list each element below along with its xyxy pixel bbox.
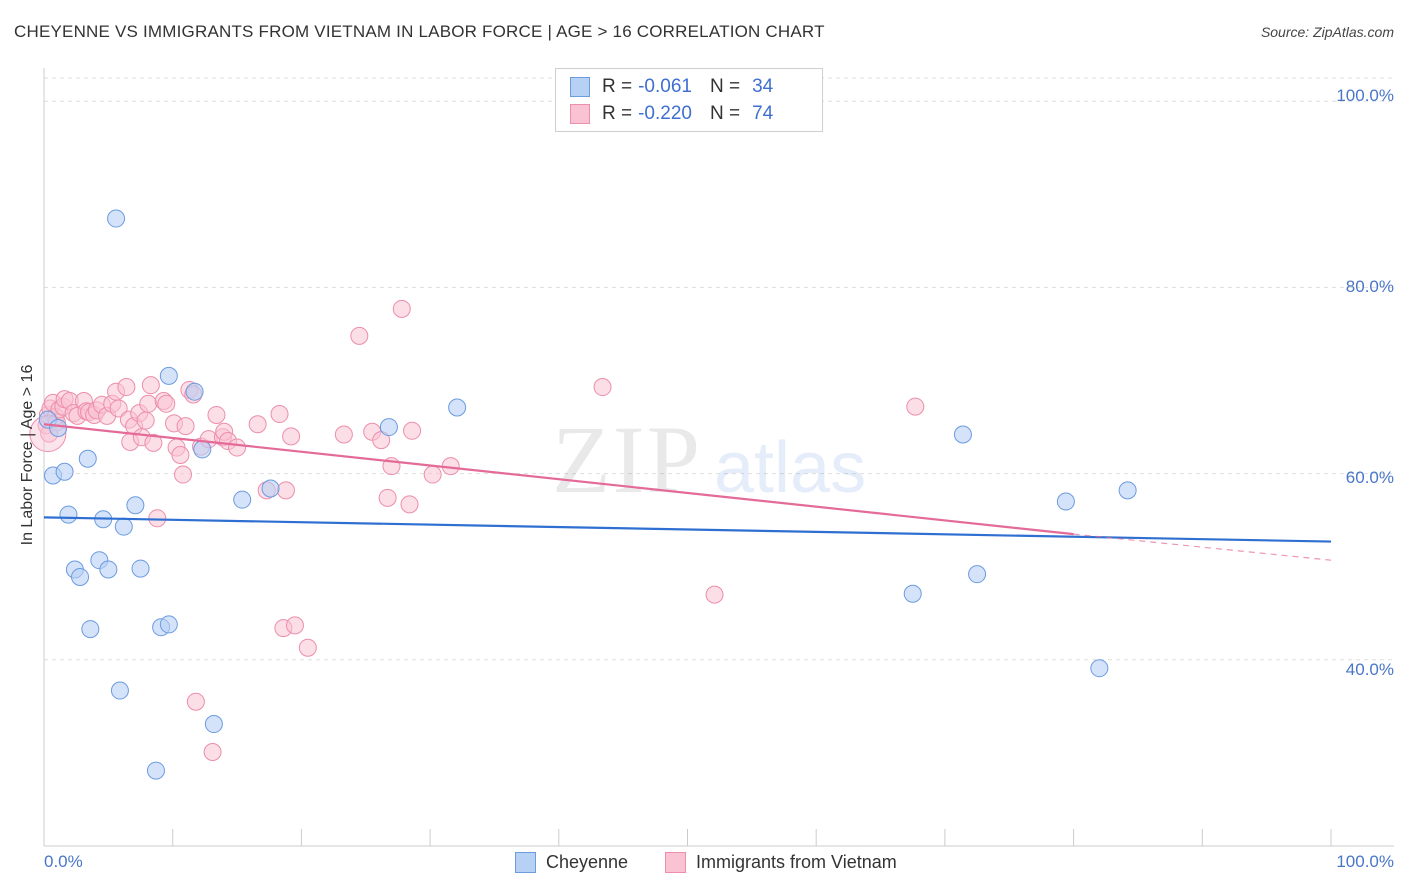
cheyenne-legend-swatch [515, 852, 536, 873]
r-label: R = [602, 76, 633, 97]
vietnam-point [285, 616, 304, 635]
y-tick-label: 40.0% [1345, 660, 1394, 679]
vietnam-point [186, 692, 205, 711]
vietnam-point [282, 427, 301, 446]
r-value: -0.061 [638, 76, 692, 97]
cheyenne-point [1118, 481, 1137, 500]
cheyenne-point [448, 398, 467, 417]
n-value: 34 [752, 76, 774, 97]
y-tick-label: 60.0% [1345, 468, 1394, 487]
vietnam-point [403, 421, 422, 440]
cheyenne-point [159, 615, 178, 634]
vietnam-point [298, 638, 317, 657]
trend-lines [43, 423, 1332, 561]
vietnam-point [378, 488, 397, 507]
cheyenne-point [59, 505, 78, 524]
vietnam-point [207, 405, 226, 424]
cheyenne-point [107, 209, 126, 228]
cheyenne-point [193, 440, 212, 459]
vietnam-point [173, 465, 192, 484]
watermark: ZIP atlas [552, 406, 866, 513]
vietnam-point [593, 378, 612, 397]
cheyenne-point [1090, 659, 1109, 678]
vietnam-point [136, 411, 155, 430]
legend-row-cheyenne: R = -0.061 N = 34 [570, 75, 773, 99]
stats-legend: R = -0.061 N = 34 R = -0.220 N = 74 [555, 68, 823, 132]
vietnam-point [228, 438, 247, 457]
cheyenne-point [953, 425, 972, 444]
vietnam-point [117, 378, 136, 397]
vietnam-point [139, 394, 158, 413]
r-value: -0.220 [638, 103, 692, 124]
vietnam-point [350, 326, 369, 345]
cheyenne-point [71, 567, 90, 586]
legend-item-vietnam: Immigrants from Vietnam [665, 852, 897, 873]
cheyenne-point [261, 479, 280, 498]
vietnam-point [144, 433, 163, 452]
vietnam-point [270, 405, 289, 424]
n-value: 74 [752, 103, 774, 124]
axes [43, 68, 1394, 847]
vietnam-point [334, 425, 353, 444]
x-tick-label-max: 100.0% [1336, 852, 1394, 871]
vietnam-point [423, 465, 442, 484]
r-label: R = [602, 103, 633, 124]
vietnam-legend-swatch [665, 852, 686, 873]
cheyenne-point [968, 565, 987, 584]
vietnam-point [171, 446, 190, 464]
vietnam-trend-extension [1073, 533, 1332, 561]
cheyenne-point [146, 761, 165, 780]
n-label: N = [709, 103, 741, 124]
vietnam-point [248, 415, 267, 434]
vietnam-point [141, 376, 160, 395]
vietnam-point [203, 742, 222, 761]
cheyenne-point [55, 462, 74, 481]
cheyenne-point [233, 490, 252, 509]
vietnam-point [705, 585, 724, 604]
watermark-atlas: atlas [714, 428, 866, 508]
x-tick-label-min: 0.0% [44, 852, 83, 871]
cheyenne-point [78, 449, 97, 468]
y-tick-label: 80.0% [1345, 277, 1394, 296]
vietnam-point [400, 495, 419, 514]
cheyenne-point [99, 560, 118, 579]
source-label: Source: ZipAtlas.com [1260, 24, 1394, 40]
y-axis-title: In Labor Force | Age > 16 [19, 364, 36, 546]
vietnam-point [176, 417, 195, 436]
n-label: N = [709, 76, 741, 97]
cheyenne-point [903, 584, 922, 603]
watermark-zip: ZIP [552, 406, 702, 513]
cheyenne-trend-line [43, 516, 1332, 543]
chart-title: CHEYENNE VS IMMIGRANTS FROM VIETNAM IN L… [14, 22, 825, 41]
vietnam-point [157, 394, 176, 413]
cheyenne-point [131, 559, 150, 578]
vietnam-point [906, 397, 925, 416]
cheyenne-point [1056, 492, 1075, 511]
cheyenne-points [38, 209, 1137, 780]
gridlines [44, 77, 1394, 661]
vietnam-point [392, 299, 411, 318]
cheyenne-point [185, 382, 204, 401]
cheyenne-point [114, 517, 133, 536]
cheyenne-point [81, 620, 100, 639]
cheyenne-point [379, 418, 398, 437]
cheyenne-point [110, 681, 129, 700]
cheyenne-point [204, 715, 223, 734]
vietnam-point [276, 481, 295, 500]
y-tick-label: 100.0% [1336, 86, 1394, 105]
vietnam-point [109, 399, 128, 418]
legend-item-cheyenne: Cheyenne [515, 852, 628, 873]
legend-row-vietnam: R = -0.220 N = 74 [570, 102, 773, 126]
legend-label-cheyenne: Cheyenne [546, 852, 629, 872]
cheyenne-point [126, 496, 145, 515]
legend-label-vietnam: Immigrants from Vietnam [696, 852, 897, 872]
cheyenne-swatch [570, 77, 590, 97]
cheyenne-point [159, 366, 178, 385]
cheyenne-point [49, 419, 68, 438]
vietnam-swatch [570, 104, 590, 124]
vietnam-trend-line [43, 423, 1074, 536]
